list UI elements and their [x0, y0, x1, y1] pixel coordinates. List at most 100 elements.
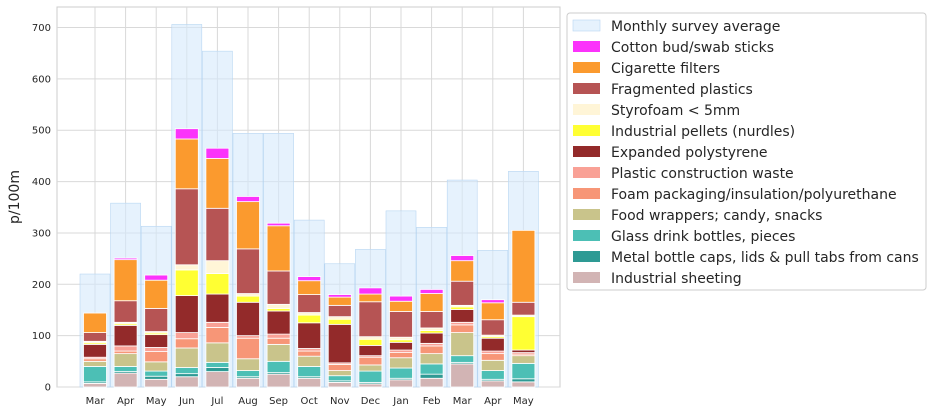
bar-segment — [83, 366, 107, 383]
legend-label: Cotton bud/swab sticks — [611, 40, 774, 56]
bar-segment — [358, 383, 383, 388]
bar-segment — [389, 367, 413, 379]
bar-segment — [480, 302, 505, 321]
bar-segment — [358, 338, 383, 346]
bar-segment — [205, 342, 230, 363]
bar-segment — [174, 269, 199, 296]
bar-segment — [358, 301, 383, 338]
bar-segment — [419, 332, 444, 344]
bar-segment — [113, 366, 138, 372]
bar-segment — [450, 255, 475, 262]
bar-segment — [266, 360, 291, 374]
bar-segment — [358, 345, 383, 357]
bar-segment — [205, 207, 230, 262]
bar-segment — [174, 138, 199, 190]
legend-frame — [566, 12, 927, 291]
bar-segment — [83, 383, 107, 388]
bar-segment — [511, 362, 536, 380]
bar-segment — [205, 260, 230, 274]
bar-segment — [480, 370, 505, 380]
x-tick-label: Aug — [238, 396, 258, 407]
bar-segment — [419, 289, 444, 294]
legend-swatch — [572, 19, 601, 32]
bar-segment — [144, 308, 169, 332]
y-tick-label: 500 — [32, 126, 51, 137]
legend-swatch — [573, 41, 600, 52]
x-tick-label: Jul — [210, 396, 223, 407]
bar-segment — [144, 334, 169, 348]
x-tick-label: May — [146, 396, 167, 407]
bar-segment — [480, 319, 505, 336]
stacked-bars — [83, 128, 536, 388]
bar-segment — [144, 375, 169, 380]
x-tick-label: Mar — [86, 396, 106, 407]
legend-label: Glass drink bottles, pieces — [611, 229, 795, 245]
bar-segment — [236, 337, 260, 360]
legend-swatch — [573, 188, 600, 199]
bar-segment — [327, 304, 352, 318]
bar-segment — [205, 327, 230, 344]
bar-segment — [297, 280, 322, 295]
bar-segment — [266, 373, 291, 388]
bar-segment — [236, 377, 260, 388]
bar-segment — [266, 270, 291, 305]
bar-segment — [174, 188, 199, 266]
bar-segment — [358, 293, 383, 303]
y-tick-label: 0 — [45, 383, 51, 394]
bar-segment — [174, 376, 199, 388]
bar-segment — [144, 274, 169, 281]
bar-segment — [297, 294, 322, 313]
bar-segment — [144, 279, 169, 309]
bar-segment — [297, 276, 322, 282]
legend-label: Cigarette filters — [611, 61, 720, 77]
bar-segment — [205, 158, 230, 209]
bar-segment — [419, 373, 444, 379]
y-tick-label: 100 — [32, 331, 51, 342]
bar-segment — [144, 347, 169, 352]
legend: Monthly survey average Cotton bud/swab st… — [566, 12, 927, 291]
bar-segment — [389, 341, 413, 351]
bar-segment — [174, 332, 199, 340]
x-tick-label: Jun — [178, 396, 195, 407]
bar-segment — [236, 370, 260, 378]
bar-segment — [327, 296, 352, 306]
bar-segment — [266, 343, 291, 362]
legend-swatch — [573, 83, 600, 94]
bar-segment — [205, 371, 230, 388]
bar-segment — [297, 377, 322, 388]
bar-segment — [389, 352, 413, 359]
y-tick-label: 600 — [32, 74, 51, 85]
bar-segment — [205, 293, 230, 323]
bar-segment — [205, 367, 230, 372]
legend-label: Foam packaging/insulation/polyurethane — [611, 187, 897, 203]
legend-swatch — [573, 62, 600, 73]
bar-segment — [83, 360, 107, 367]
bar-segment — [480, 359, 505, 371]
bar-segment — [266, 222, 291, 227]
bar-segment — [113, 372, 138, 388]
bar-segment — [419, 311, 444, 329]
x-axis-ticks: Mar Apr May Jun Jul Aug Sep Oct Nov Dec Jan Feb Mar A… — [86, 396, 534, 407]
bar-segment — [113, 259, 138, 302]
x-tick-label: Oct — [301, 396, 318, 407]
bar-segment — [236, 295, 260, 303]
x-tick-label: Apr — [117, 396, 135, 407]
bar-segment — [450, 332, 475, 357]
legend-swatch — [573, 104, 600, 115]
bar-segment — [327, 364, 352, 371]
bar-segment — [113, 353, 138, 367]
x-tick-label: May — [513, 396, 534, 407]
y-tick-label: 700 — [32, 23, 51, 34]
bar-segment — [358, 287, 383, 295]
legend-label: Monthly survey average — [611, 19, 780, 35]
bar-segment — [113, 300, 138, 323]
bar-segment — [419, 345, 444, 355]
bar-segment — [389, 295, 413, 302]
bar-segment — [174, 338, 199, 349]
bar-segment — [450, 363, 475, 388]
x-tick-label: Feb — [423, 396, 441, 407]
bar-segment — [511, 316, 536, 351]
legend-label: Industrial sheeting — [611, 271, 742, 287]
bar-segment — [113, 324, 138, 347]
